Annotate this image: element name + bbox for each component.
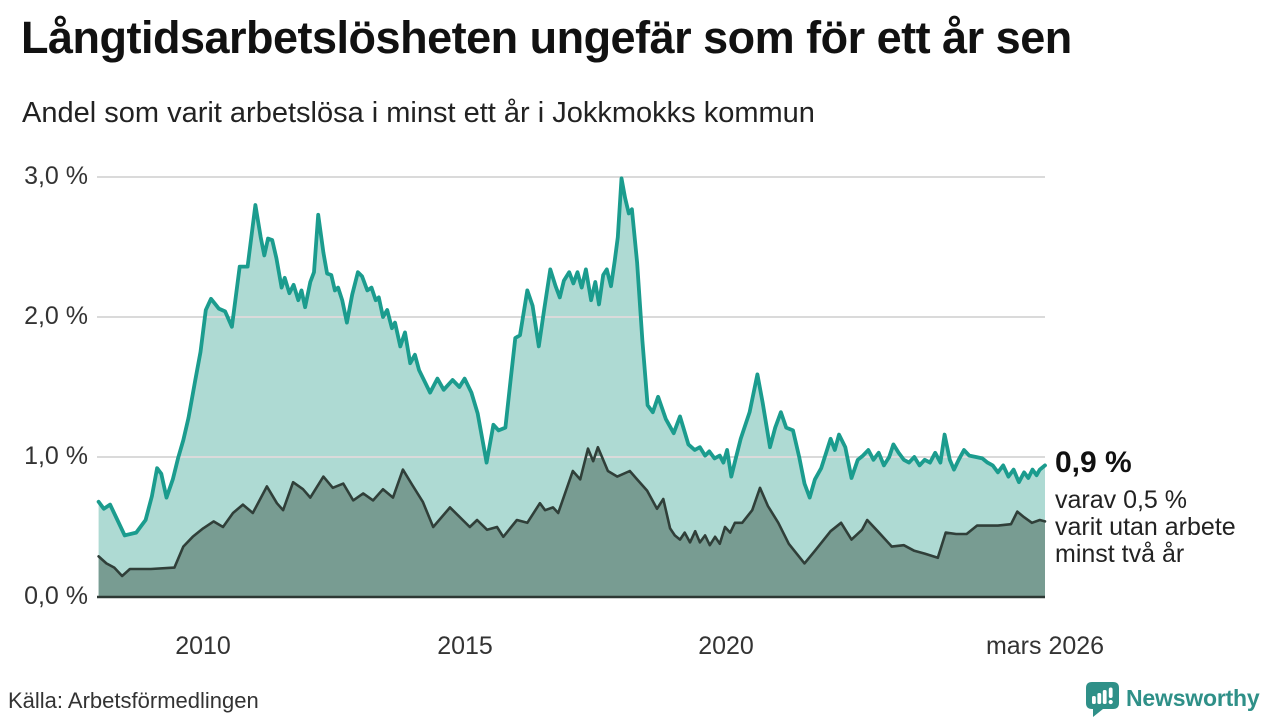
y-tick-label: 3,0 %: [24, 162, 88, 190]
detail-line-1: varav 0,5 %: [1055, 486, 1188, 514]
x-tick-label: 2010: [175, 632, 231, 660]
y-tick-label: 0,0 %: [24, 582, 88, 610]
detail-line-3: minst två år: [1055, 540, 1185, 568]
detail-line-2: varit utan arbete: [1055, 513, 1236, 541]
chart-subtitle: Andel som varit arbetslösa i minst ett å…: [22, 97, 815, 129]
latest-value-detail: varav 0,5 % varit utan arbete minst två …: [1055, 487, 1236, 568]
y-tick-label: 2,0 %: [24, 302, 88, 330]
line-unemployed-min-one-year: [96, 176, 1047, 538]
line-unemployed-min-two-years: [97, 445, 1047, 578]
page-title: Långtidsarbetslösheten ungefär som för e…: [21, 12, 1072, 63]
latest-value-label: 0,9 %: [1055, 446, 1132, 479]
newsworthy-logo: Newsworthy: [1086, 682, 1260, 718]
x-tick-label: 2020: [698, 632, 754, 660]
newsworthy-logo-text: Newsworthy: [1126, 685, 1260, 711]
y-tick-label: 1,0 %: [24, 442, 88, 470]
x-tick-label: 2015: [437, 632, 493, 660]
source-credit: Källa: Arbetsförmedlingen: [8, 688, 259, 713]
x-tick-label: mars 2026: [985, 632, 1105, 660]
newsworthy-logo-icon: [1086, 682, 1119, 717]
